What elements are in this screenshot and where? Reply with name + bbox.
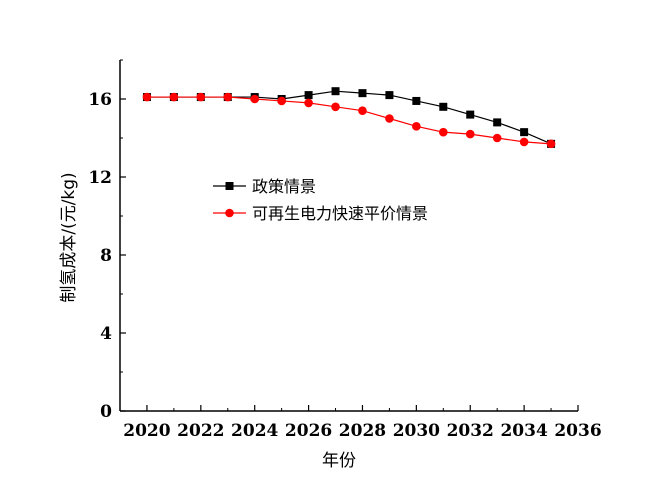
data-point [385, 114, 394, 123]
data-point [519, 137, 529, 147]
y-tick-label: 16 [88, 90, 112, 110]
data-point [520, 128, 529, 137]
legend-marker [225, 182, 234, 190]
x-tick-label: 2020 [123, 421, 170, 441]
data-point [412, 96, 421, 105]
data-point [277, 96, 286, 106]
data-point [492, 133, 502, 143]
data-point [439, 102, 448, 111]
x-tick-label: 2026 [285, 421, 332, 441]
x-tick-label: 2022 [177, 421, 224, 441]
x-tick-label: 2032 [447, 421, 494, 441]
data-point [358, 89, 367, 98]
data-point [169, 92, 179, 102]
data-point [196, 92, 206, 102]
y-tick-label: 12 [88, 168, 112, 188]
data-point [465, 129, 475, 139]
data-point [304, 98, 313, 108]
series-line [146, 96, 552, 145]
data-point [546, 139, 556, 149]
series-line [146, 90, 552, 145]
x-tick-label: 2034 [500, 421, 547, 441]
legend-item: 可再生电力快速平价情景 [213, 204, 428, 223]
x-tick-label: 2030 [393, 421, 440, 441]
x-tick-label: 2028 [339, 421, 386, 441]
y-tick-label: 4 [100, 324, 112, 344]
axes [119, 60, 578, 412]
data-point [385, 91, 394, 100]
data-point [331, 102, 340, 112]
series-layer [142, 87, 556, 149]
data-point [493, 118, 502, 127]
data-point [250, 94, 260, 104]
data-point [331, 87, 340, 96]
legend-item: 政策情景 [213, 177, 316, 196]
data-point [304, 91, 313, 100]
x-axis-title: 年份 [322, 451, 356, 471]
data-point [412, 122, 421, 131]
legend-label: 可再生电力快速平价情景 [252, 204, 428, 223]
x-tick-label: 2036 [554, 421, 601, 441]
data-point [358, 106, 367, 115]
data-point [223, 92, 233, 102]
y-axis-title: 制氢成本/(元/kg) [59, 172, 79, 302]
axis-ticks: 2020 2022 2024 2026 2028 2030 2032 2034 2036 0 4 8 1… [88, 59, 602, 441]
data-point [438, 127, 448, 137]
y-tick-label: 8 [100, 246, 112, 266]
legend-marker [225, 208, 234, 218]
data-point [142, 92, 152, 102]
series-renewable [142, 92, 556, 149]
data-point [466, 110, 475, 119]
x-tick-label: 2024 [231, 421, 278, 441]
y-tick-label: 0 [100, 402, 112, 422]
legend-label: 政策情景 [252, 177, 316, 196]
